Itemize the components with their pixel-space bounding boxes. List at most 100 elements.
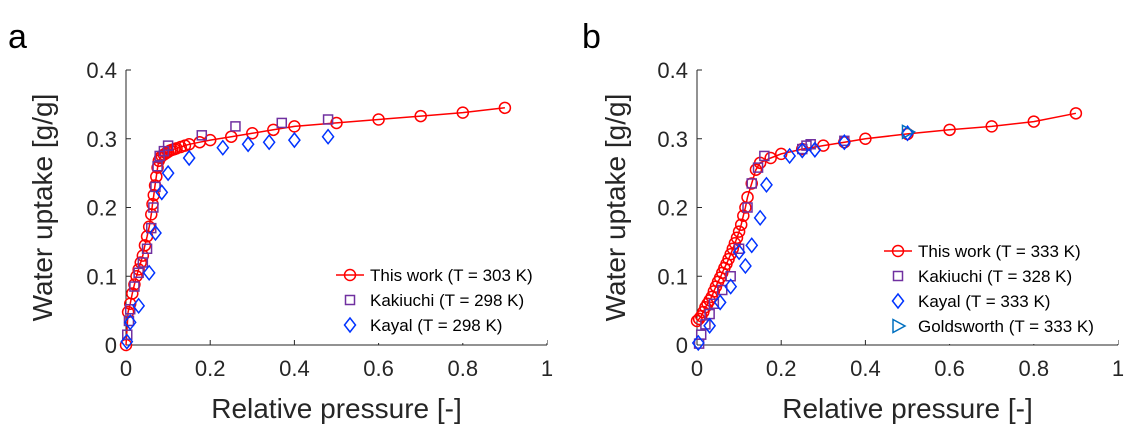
x-tick-label: 0.6	[934, 356, 965, 381]
legend-label: Kakiuchi (T = 298 K)	[370, 291, 524, 310]
data-point	[738, 257, 752, 275]
y-tick-label: 0.2	[657, 196, 688, 221]
data-point	[732, 225, 746, 238]
data-point	[691, 334, 705, 352]
data-point	[456, 106, 470, 119]
data-point	[705, 290, 718, 304]
legend-marker	[344, 294, 356, 306]
x-tick-label: 0	[120, 356, 132, 381]
data-point	[703, 317, 717, 334]
data-point	[764, 151, 777, 165]
data-point	[276, 117, 288, 129]
x-tick-label: 0	[691, 356, 703, 381]
data-point	[808, 141, 822, 158]
panel-letter: b	[582, 18, 601, 56]
series-triangle-right	[901, 124, 917, 140]
data-point	[142, 264, 156, 282]
data-point	[124, 304, 136, 315]
data-point	[132, 297, 146, 315]
y-tick-label: 0.3	[657, 127, 688, 152]
y-tick-label: 0	[105, 333, 117, 358]
x-tick-label: 1	[541, 356, 553, 381]
data-point	[700, 319, 711, 330]
data-point	[749, 163, 763, 176]
legend-marker	[891, 244, 905, 258]
data-point	[717, 284, 728, 296]
series-diamond	[691, 125, 914, 352]
data-point	[146, 222, 157, 234]
data-point	[330, 116, 343, 130]
y-tick-label: 0.1	[86, 264, 117, 289]
data-point	[138, 239, 152, 252]
legend-marker	[891, 292, 905, 310]
data-point	[1069, 107, 1083, 120]
data-point	[708, 298, 720, 309]
data-point	[695, 329, 707, 340]
legend-label: Kakiuchi (T = 328 K)	[918, 267, 1072, 286]
data-point	[126, 287, 139, 300]
panel-letter: a	[8, 18, 27, 56]
legend: This work (T = 333 K) Kakiuchi (T = 328 K…	[880, 234, 1118, 344]
series-square	[693, 135, 850, 349]
data-point	[288, 120, 301, 133]
x-tick-label: 0.2	[195, 356, 226, 381]
data-point	[795, 142, 809, 159]
legend-marker	[343, 268, 357, 282]
data-point	[322, 114, 334, 125]
series-diamond	[120, 128, 335, 350]
data-point	[753, 209, 767, 227]
data-point	[137, 257, 149, 268]
data-point	[985, 120, 998, 133]
panel-b: b 0 0.2 0.4 0.6 0.8 1 0 0.1 0.2 0.3 0.4 Relative pre…	[582, 18, 1124, 424]
legend-marker	[892, 270, 904, 282]
x-tick-label: 0.8	[448, 356, 479, 381]
data-point	[196, 130, 208, 141]
series-square	[122, 114, 334, 340]
data-point	[724, 278, 738, 295]
legend-label: This work (T = 303 K)	[370, 266, 533, 285]
data-point	[901, 124, 917, 140]
data-point	[726, 242, 740, 255]
data-point	[149, 224, 162, 242]
data-point	[141, 243, 153, 254]
legend-label: Kayal (T = 298 K)	[370, 316, 502, 335]
data-point	[230, 121, 241, 132]
x-tick-label: 0.4	[279, 356, 310, 381]
data-point	[267, 123, 280, 137]
x-tick-label: 1	[1112, 356, 1124, 381]
data-point	[760, 176, 773, 194]
legend-label: Kayal (T = 333 K)	[918, 292, 1050, 311]
data-point	[745, 237, 759, 254]
data-point	[152, 161, 163, 172]
data-point	[155, 184, 169, 201]
y-tick-label: 0.1	[657, 264, 688, 289]
data-point	[129, 281, 140, 292]
data-point	[1027, 115, 1041, 128]
data-point	[246, 127, 259, 140]
data-point	[321, 128, 335, 145]
data-point	[122, 329, 133, 340]
data-point	[732, 243, 746, 261]
data-point	[730, 231, 744, 244]
legend-marker	[343, 316, 357, 334]
y-axis-label: Water uptake [g/g]	[600, 94, 631, 322]
x-tick-label: 0.2	[766, 356, 797, 381]
data-point	[123, 314, 137, 331]
data-point	[161, 164, 175, 182]
data-point	[783, 147, 797, 165]
data-point	[774, 147, 788, 161]
data-point	[414, 109, 427, 123]
data-point	[734, 218, 748, 231]
data-point	[724, 248, 737, 261]
data-point	[752, 162, 764, 173]
legend-label: This work (T = 333 K)	[918, 242, 1081, 261]
y-tick-label: 0.2	[86, 196, 117, 221]
data-point	[182, 149, 196, 167]
legend: This work (T = 303 K) Kakiuchi (T = 298 K…	[332, 258, 547, 343]
data-point	[713, 294, 727, 311]
data-point	[216, 139, 230, 156]
x-axis-label: Relative pressure [-]	[782, 393, 1033, 424]
x-axis-label: Relative pressure [-]	[211, 393, 462, 424]
legend-label: Goldsworth (T = 333 K)	[918, 317, 1094, 336]
